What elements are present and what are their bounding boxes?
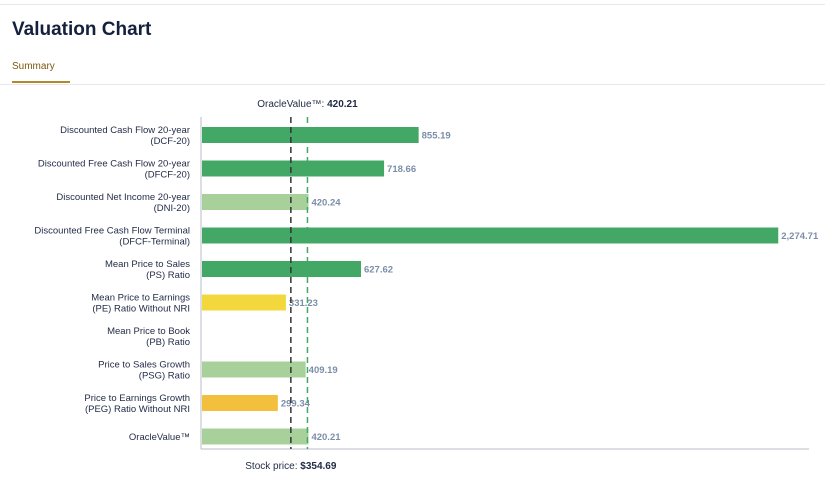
stock-price-value: $354.69	[300, 461, 337, 472]
oraclevalue-label: OracleValue™: 420.21	[257, 99, 358, 110]
tab-divider	[0, 84, 825, 85]
bar-value-label: 420.21	[311, 432, 341, 443]
category-label: Mean Price to Book (PB) Ratio	[107, 326, 190, 348]
bar	[202, 361, 306, 378]
bar-value-label: 409.19	[309, 365, 338, 376]
bar	[202, 294, 286, 311]
category-label: Price to Sales Growth (PSG) Ratio	[98, 360, 190, 382]
category-label: Mean Price to Sales (PS) Ratio	[105, 259, 190, 281]
tab-summary[interactable]: Summary	[12, 61, 55, 72]
bar	[202, 160, 385, 177]
bar	[202, 127, 419, 143]
bar	[202, 194, 309, 210]
bar-value-label: 627.62	[364, 265, 393, 276]
bar	[202, 261, 361, 277]
page-title: Valuation Chart	[12, 19, 152, 40]
top-divider	[0, 4, 825, 5]
bar-value-label: 718.66	[387, 164, 416, 175]
category-label: Discounted Cash Flow 20-year (DCF-20)	[60, 125, 190, 147]
stock-price-label: Stock price: $354.69	[245, 461, 337, 472]
bar-value-label: 420.24	[311, 198, 341, 209]
category-label: OracleValue™	[129, 432, 190, 443]
bar	[202, 227, 779, 244]
category-label: Discounted Net Income 20-year (DNI-20)	[56, 192, 190, 214]
bar	[202, 395, 278, 411]
tab-active-indicator	[12, 81, 70, 83]
bar-value-label: 2,274.71	[781, 231, 819, 242]
bar-value-label: 855.19	[422, 131, 451, 142]
category-label: Price to Earnings Growth (PEG) Ratio With…	[84, 393, 190, 415]
category-label: Discounted Free Cash Flow Terminal (DFCF-…	[34, 226, 190, 248]
bar-value-label: 299.34	[281, 399, 311, 410]
bar-value-label: 331.23	[289, 298, 318, 309]
category-label: Discounted Free Cash Flow 20-year (DFCF-2…	[38, 159, 190, 181]
oraclevalue-value: 420.21	[327, 99, 358, 110]
bar	[202, 428, 309, 445]
category-label: Mean Price to Earnings (PE) Ratio Without…	[91, 293, 190, 315]
